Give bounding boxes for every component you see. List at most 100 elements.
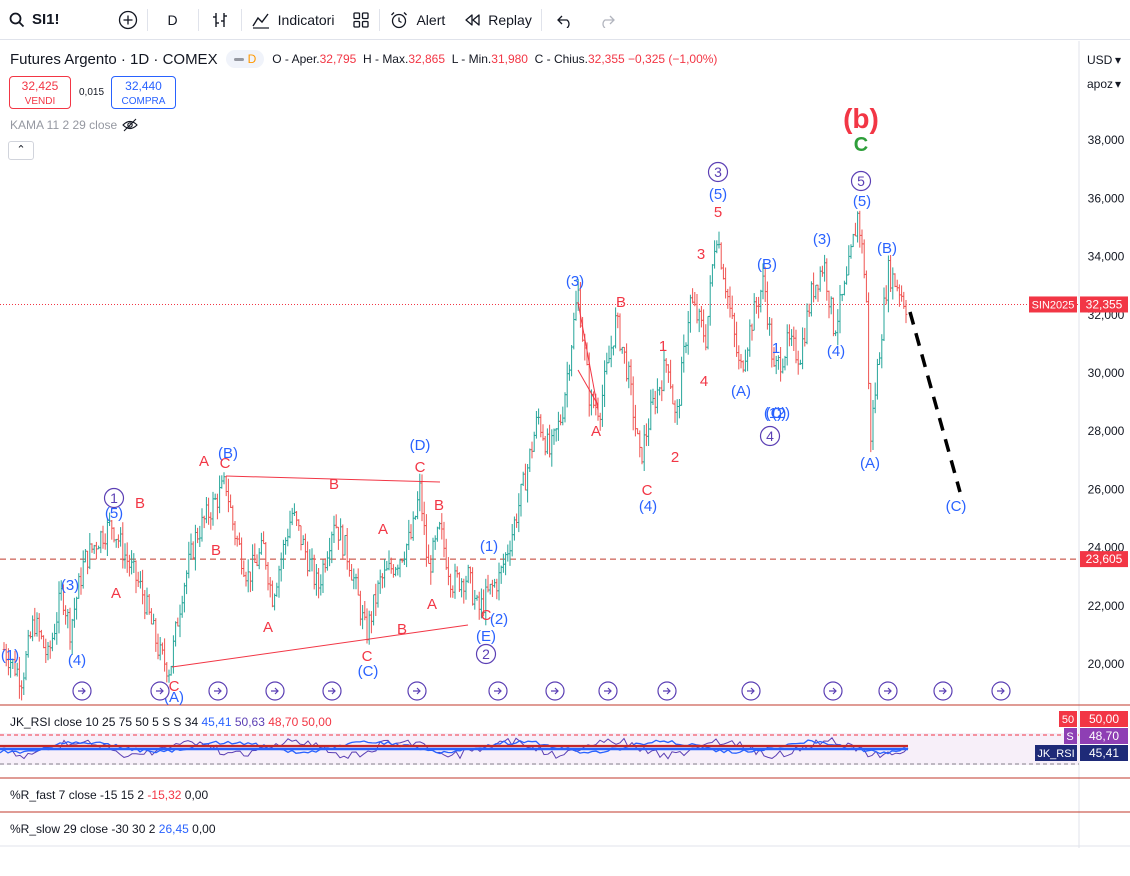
- current-symbol-badge: [1029, 296, 1077, 313]
- wave-label-red: 1: [659, 338, 667, 355]
- kama-indicator-legend[interactable]: KAMA 11 2 29 close: [10, 118, 138, 132]
- toolbar-divider: [240, 8, 242, 31]
- status-dash-icon: [233, 57, 244, 61]
- rslow-pane-legend[interactable]: %R_slow 29 close -30 30 2 26,45 0,00: [10, 822, 216, 836]
- wave-label-blue: (1): [480, 538, 498, 555]
- wave-circle-marker: [759, 425, 781, 447]
- arrow-right-icon: [747, 687, 755, 695]
- undo-button[interactable]: [542, 0, 588, 40]
- wave-label-blue: (A): [860, 455, 880, 472]
- wave-label-blue: (B): [877, 240, 897, 257]
- low-value: 31,980: [491, 52, 528, 66]
- price-tick-label: 20,000: [1088, 657, 1125, 671]
- interval-button[interactable]: D: [148, 0, 198, 40]
- rsi-value-2: 50,63: [234, 715, 265, 729]
- layouts-button[interactable]: [343, 0, 379, 40]
- wave-label-circled: 3: [714, 164, 722, 180]
- arrow-right-icon: [78, 687, 86, 695]
- eye-hidden-icon[interactable]: [122, 118, 138, 132]
- toolbar-divider: [146, 8, 148, 31]
- symbol-search-button[interactable]: SI1!: [0, 0, 69, 40]
- rsi-badge-50-tag: [1059, 711, 1077, 727]
- alert-button[interactable]: Alert: [380, 0, 454, 40]
- wave-label-blue: (3): [813, 231, 831, 248]
- wave-label-red: 3: [697, 246, 705, 263]
- trendline-lower: [171, 624, 469, 668]
- collapse-legend-button[interactable]: ⌃: [8, 141, 34, 160]
- ohlc-values: O - Aper.32,795 H - Max.32,865 L - Min.3…: [272, 52, 717, 66]
- wave-label-red: A: [591, 423, 601, 440]
- currency-select[interactable]: USD ▾: [1084, 50, 1124, 70]
- close-label: C - Chius.: [534, 52, 588, 66]
- chevron-down-icon: ▾: [1114, 53, 1121, 67]
- top-toolbar: SI1! D Indicatori Alert Replay: [0, 0, 1130, 40]
- trendline-small: [577, 301, 599, 411]
- arrow-right-icon: [829, 687, 837, 695]
- price-tick-label: 38,000: [1088, 133, 1125, 147]
- arrow-right-icon: [328, 687, 336, 695]
- wave-label-red: 2: [671, 449, 679, 466]
- compare-add-button[interactable]: [109, 0, 147, 40]
- redo-icon: [602, 15, 615, 28]
- chevron-up-icon: ⌃: [16, 144, 26, 156]
- arrow-right-icon: [663, 687, 671, 695]
- rsi-badge-jk-tag-label: JK_RSI: [1037, 748, 1074, 760]
- wave-label-blue: (1): [764, 405, 782, 422]
- buy-price: 32,440: [125, 79, 162, 93]
- rsi-badge-50: [1080, 711, 1128, 727]
- level-price-badge: [1080, 551, 1128, 568]
- price-tick-label: 26,000: [1088, 482, 1125, 496]
- wave-label-blue: (5): [709, 186, 727, 203]
- wave-label-blue: (5): [105, 505, 123, 522]
- rsi-label: JK_RSI close 10 25 75 50 5 S S 34: [10, 715, 199, 729]
- high-label: H - Max.: [362, 52, 409, 66]
- wave-label-blue: (B): [218, 445, 238, 462]
- scale-mode-select[interactable]: apoz ▾: [1084, 74, 1124, 94]
- trendline-small: [577, 369, 599, 406]
- spread-value: 0,015: [79, 87, 105, 98]
- close-value: 32,355: [587, 52, 625, 66]
- wave-label-red: B: [434, 497, 444, 514]
- toolbar-divider: [197, 8, 199, 31]
- rsi-badge-s: [1080, 728, 1128, 744]
- price-tick-label: 28,000: [1088, 424, 1125, 438]
- rsi-pane-legend[interactable]: JK_RSI close 10 25 75 50 5 S S 34 45,41 …: [10, 715, 332, 729]
- chart-type-button[interactable]: [199, 0, 241, 40]
- arrow-right-icon: [604, 687, 612, 695]
- sell-button[interactable]: 32,425 VENDI: [9, 76, 71, 109]
- rslow-label: %R_slow 29 close -30 30 2: [10, 822, 156, 836]
- redo-button[interactable]: [588, 0, 626, 40]
- wave-label-c-green: C: [854, 134, 868, 156]
- wave-circle-marker: [475, 643, 497, 665]
- current-symbol-label: SIN2025: [1032, 299, 1075, 311]
- indicators-button[interactable]: Indicatori: [242, 0, 344, 40]
- arrow-right-icon: [997, 687, 1005, 695]
- indicators-icon: [252, 13, 269, 29]
- buy-button[interactable]: 32,440 COMPRA: [111, 76, 176, 109]
- search-icon: [9, 12, 25, 27]
- current-price-label: 32,355: [1086, 297, 1123, 311]
- wave-label-blue: (C): [946, 498, 967, 515]
- wave-label-red: 4: [700, 373, 708, 390]
- instrument-title[interactable]: Futures Argento · 1D · COMEX: [10, 50, 218, 68]
- wave-circle-marker: [103, 487, 125, 509]
- wave-label-circled: 5: [857, 173, 865, 189]
- scale-mode-label: apoz: [1087, 77, 1114, 91]
- arrow-right-icon: [271, 687, 279, 695]
- arrow-right-icon: [939, 687, 947, 695]
- rfast-pane-legend[interactable]: %R_fast 7 close -15 15 2 -15,32 0,00: [10, 788, 208, 802]
- high-value: 32,865: [408, 52, 446, 66]
- current-price-badge: [1080, 296, 1128, 313]
- indicators-label: Indicatori: [277, 11, 335, 28]
- data-status-badge[interactable]: D: [225, 50, 265, 68]
- arrow-right-icon: [551, 687, 559, 695]
- price-tick-label: 34,000: [1088, 250, 1125, 264]
- rslow-value-2: 0,00: [192, 822, 216, 836]
- price-chart-canvas[interactable]: 38,00036,00034,00032,00030,00028,00026,0…: [0, 41, 1130, 848]
- rsi-badge-s-label: 48,70: [1089, 729, 1119, 743]
- wave-label-blue: (4): [68, 652, 86, 669]
- rsi-value-1: 45,41: [201, 715, 232, 729]
- alarm-clock-icon: [391, 11, 408, 28]
- replay-button[interactable]: Replay: [454, 0, 541, 40]
